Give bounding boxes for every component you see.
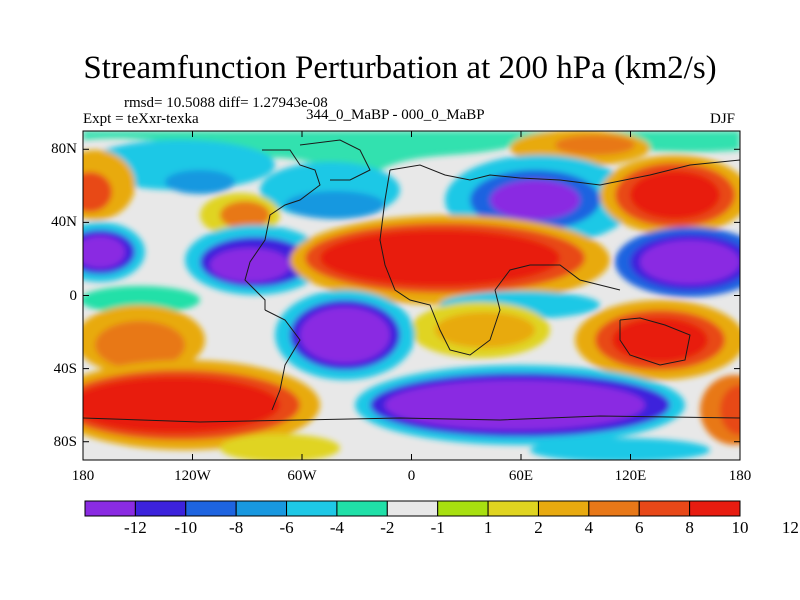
- colorbar-label: 4: [584, 518, 594, 537]
- colorbar-label: -6: [279, 518, 294, 537]
- map-title: Streamfunction Perturbation at 200 hPa (…: [83, 50, 717, 86]
- colorbar-label: -10: [174, 518, 198, 537]
- colorbar-swatch: [386, 500, 439, 517]
- colorbar-label: -2: [380, 518, 395, 537]
- lon-tick-label: 60W: [287, 468, 317, 484]
- colorbar-swatch: [437, 500, 489, 517]
- colorbar-label: 2: [534, 518, 543, 537]
- colorbar-label: -4: [329, 518, 344, 537]
- colorbar-label: -8: [229, 518, 244, 537]
- colorbar-swatch: [84, 500, 136, 517]
- difference-label: 344_0_MaBP - 000_0_MaBP: [306, 107, 485, 123]
- coastlines: [83, 139, 740, 423]
- lat-tick-label: 40S: [53, 360, 77, 377]
- colorbar-label: -1: [430, 518, 445, 537]
- colorbar-label: 8: [685, 518, 694, 537]
- colorbar-swatch: [638, 500, 691, 517]
- stats-text: rmsd= 10.5088 diff= 1.27943e-08: [124, 95, 328, 111]
- lon-tick-label: 120W: [174, 468, 211, 484]
- season-label: DJF: [710, 111, 736, 127]
- lon-tick-label: 60E: [508, 468, 534, 484]
- colorbar-swatch: [588, 500, 640, 517]
- contour-field: [83, 131, 740, 460]
- lon-tick-label: 0: [407, 468, 416, 484]
- colorbar-swatch: [336, 500, 388, 517]
- colorbar-label: -12: [124, 518, 147, 537]
- colorbar-swatch: [185, 500, 237, 517]
- axis-ticks: [82, 131, 741, 460]
- colorbar-label: 12: [781, 518, 799, 537]
- experiment-label: Expt = teXxr-texka: [83, 111, 199, 127]
- lon-tick-label: 180: [728, 468, 752, 484]
- lat-tick-label: 0: [69, 287, 78, 304]
- colorbar: [84, 500, 741, 517]
- colorbar-swatch: [487, 500, 539, 517]
- colorbar-swatch: [537, 500, 590, 517]
- colorbar-label: 6: [634, 518, 644, 537]
- colorbar-label: 1: [483, 518, 493, 537]
- colorbar-swatch: [286, 500, 338, 517]
- lat-tick-label: 80S: [53, 433, 77, 450]
- lon-tick-label: 120E: [614, 468, 647, 484]
- colorbar-swatch: [689, 500, 741, 517]
- colorbar-swatch: [134, 500, 187, 517]
- lat-tick-label: 40N: [51, 214, 77, 231]
- lat-tick-label: 80N: [51, 141, 77, 158]
- colorbar-label: 10: [731, 518, 749, 537]
- lon-tick-label: 180: [71, 468, 95, 484]
- colorbar-swatch: [235, 500, 288, 517]
